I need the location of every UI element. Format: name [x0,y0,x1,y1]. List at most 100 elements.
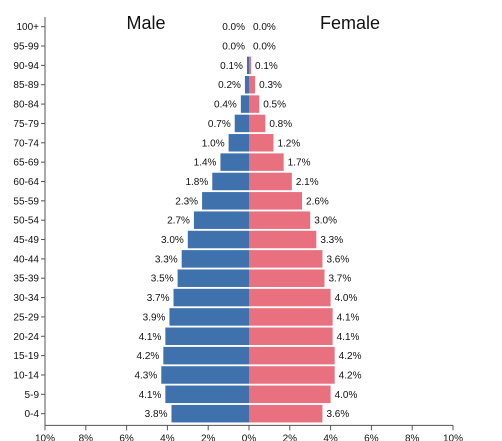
female-value-label: 0.3% [259,80,282,91]
male-value-label: 3.5% [151,274,174,285]
male-value-label: 3.0% [161,235,184,246]
female-value-label: 0.5% [263,100,286,111]
male-value-label: 1.4% [194,158,217,169]
y-tick-label: 70-74 [13,138,39,149]
male-value-label: 4.1% [139,390,162,401]
male-bar-45-49 [187,230,249,249]
male-value-label: 0.1% [220,61,243,72]
male-bar-90-94 [246,56,249,75]
x-tick-label: 10% [35,433,55,441]
male-bar-30-34 [173,288,249,307]
female-value-label: 4.1% [337,312,360,323]
female-bar-75-79 [249,114,266,133]
male-bar-75-79 [234,114,249,133]
male-value-label: 1.0% [202,138,225,149]
y-tick-label: 5-9 [25,390,40,401]
female-value-label: 0.8% [269,119,292,130]
y-tick-label: 20-24 [13,332,39,343]
female-value-label: 1.7% [288,158,311,169]
female-title: Female [320,13,380,33]
female-value-label: 3.6% [326,254,349,265]
y-tick-label: 0-4 [25,409,40,420]
male-value-label: 2.7% [167,216,190,227]
female-value-label: 1.2% [277,138,300,149]
x-tick-label: 10% [443,433,463,441]
y-tick-label: 95-99 [13,42,39,53]
male-bar-70-74 [228,134,249,152]
x-tick-label: 6% [119,433,134,441]
female-bar-90-94 [249,56,252,75]
y-tick-label: 75-79 [13,119,39,130]
female-bar-55-59 [249,192,303,210]
female-bar-80-84 [249,95,260,113]
male-bar-10-14 [161,366,249,384]
female-bar-35-39 [249,269,325,287]
x-tick-label: 8% [79,433,94,441]
male-value-label: 3.3% [155,254,178,265]
male-bar-25-29 [169,308,249,326]
male-value-label: 0.4% [214,100,237,111]
male-bar-15-19 [163,346,249,365]
y-tick-label: 60-64 [13,177,39,188]
male-value-label: 3.7% [147,293,170,304]
bars-layer [161,56,335,423]
y-tick-label: 55-59 [13,196,39,207]
y-tick-label: 80-84 [13,100,39,111]
x-tick-label: 6% [364,433,379,441]
male-bar-5-9 [165,385,249,404]
female-bar-20-24 [249,327,333,346]
male-value-label: 3.8% [145,409,168,420]
female-bar-40-44 [249,250,323,268]
male-value-label: 4.3% [134,370,157,381]
male-value-label: 0.0% [222,42,245,53]
y-tick-label: 10-14 [13,370,39,381]
female-bar-65-69 [249,153,284,171]
y-tick-label: 15-19 [13,351,39,362]
x-tick-label: 4% [160,433,175,441]
y-tick-label: 85-89 [13,80,39,91]
x-tick-label: 0% [242,433,257,441]
female-value-label: 4.1% [337,332,360,343]
y-tick-label: 30-34 [13,293,39,304]
x-tick-label: 4% [323,433,338,441]
female-bar-30-34 [249,288,331,307]
x-tick-label: 2% [201,433,216,441]
male-title: Male [126,13,165,33]
y-tick-label: 100+ [16,22,39,33]
male-value-label: 0.0% [222,22,245,33]
y-tick-label: 35-39 [13,274,39,285]
female-bar-45-49 [249,230,317,249]
female-value-label: 2.1% [296,177,319,188]
female-bar-25-29 [249,308,333,326]
female-bar-60-64 [249,172,292,191]
female-bar-5-9 [249,385,331,404]
female-value-label: 4.2% [339,351,362,362]
x-tick-label: 2% [283,433,298,441]
female-value-label: 4.0% [335,293,358,304]
male-bar-55-59 [202,192,249,210]
female-bar-70-74 [249,134,274,152]
male-bar-50-54 [193,211,249,229]
male-bar-35-39 [177,269,249,287]
male-value-label: 2.3% [175,196,198,207]
y-tick-label: 45-49 [13,235,39,246]
female-value-label: 3.3% [320,235,343,246]
female-value-label: 2.6% [306,196,329,207]
male-bar-0-4 [171,404,249,423]
male-bar-85-89 [244,75,249,94]
y-tick-label: 25-29 [13,312,39,323]
male-value-label: 3.9% [143,312,166,323]
y-tick-label: 40-44 [13,254,39,265]
x-axis: 10% 8% 6% 4% 2% 0% 2% 4% 6% 8% 10% [35,424,463,441]
female-bar-0-4 [249,404,323,423]
female-value-label: 4.0% [335,390,358,401]
value-labels-layer: 0.0% 0.0% 0.0% 0.0% 0.1% 0.1% 0.2% 0.3% 0.4% 0.5%… [134,22,361,420]
male-value-label: 4.2% [137,351,160,362]
male-value-label: 0.7% [208,119,231,130]
female-value-label: 4.2% [339,370,362,381]
male-bar-60-64 [212,172,249,191]
x-tick-label: 8% [405,433,420,441]
female-value-label: 0.0% [253,22,276,33]
female-value-label: 0.1% [255,61,278,72]
